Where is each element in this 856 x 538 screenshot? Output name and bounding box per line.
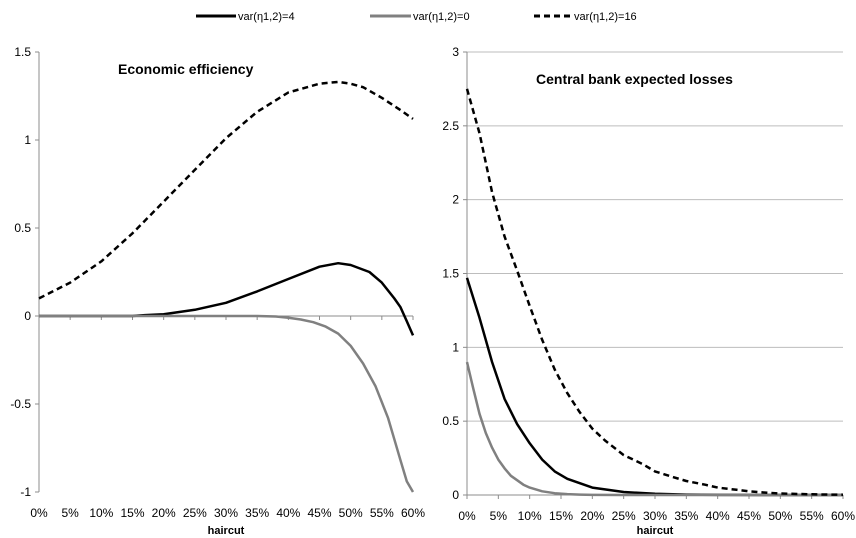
y-tick-label-1: 1 [452,340,459,354]
y-tick-label-1-5: 1.5 [14,45,31,59]
y-tick-label-3: 3 [452,45,459,59]
x-tick-label-30: 30% [643,509,667,523]
x-tick-label-50: 50% [768,509,792,523]
x-tick-label-30: 30% [214,506,238,520]
x-tick-label-40: 40% [276,506,300,520]
legend-label-1: var(η1,2)=4 [238,11,295,23]
x-tick-label-55: 55% [800,509,824,523]
x-axis-title: haircut [637,525,674,537]
x-tick-label-50: 50% [339,506,363,520]
x-tick-label-45: 45% [307,506,331,520]
x-tick-label-55: 55% [370,506,394,520]
x-tick-label-20: 20% [152,506,176,520]
y-tick-label-0-5: -0.5 [10,397,31,411]
x-tick-label-25: 25% [612,509,636,523]
y-tick-label-1-5: 1.5 [442,267,459,281]
economic-efficiency-chart: 1.5 1 0.5 0 -0.5 -1 0% 5% 10% 15% 20% 25% 30% 35% 40% 4… [10,45,425,537]
legend-label-2: var(η1,2)=0 [413,11,470,23]
x-tick-label-40: 40% [706,509,730,523]
x-tick-label-15: 15% [549,509,573,523]
legend-item-1: var(η1,2)=4 [196,11,295,23]
y-tick-label-2: 2 [452,193,459,207]
y-tick-label-1: -1 [20,485,31,499]
y-tick-label-0: 0 [24,309,31,323]
x-tick-label-35: 35% [674,509,698,523]
x-tick-label-60: 60% [831,509,855,523]
legend-label-3: var(η1,2)=16 [574,11,637,23]
x-tick-label-0: 0% [30,506,48,520]
x-tick-label-35: 35% [245,506,269,520]
central-bank-losses-chart: 3 2.5 2 1.5 1 0.5 0 0% 5% 10% 15% 20% 25% 30% 35% 40% 45… [442,45,855,537]
series-line-var-1-2-16 [38,80,414,300]
legend-item-3: var(η1,2)=16 [534,11,637,23]
series-line-var-1-2-0 [465,361,843,497]
series-line-var-1-2-4 [465,277,843,497]
x-tick-label-60: 60% [401,506,425,520]
x-tick-label-45: 45% [737,509,761,523]
y-tick-label-1: 1 [24,133,31,147]
x-tick-label-5: 5% [490,509,508,523]
series-line-var-1-2-4 [39,261,415,336]
x-tick-label-20: 20% [580,509,604,523]
series-line-var-1-2-0 [39,314,415,493]
legend: var(η1,2)=4 var(η1,2)=0 var(η1,2)=16 [196,11,637,23]
series-line-var-1-2-16 [465,88,844,496]
x-tick-label-10: 10% [518,509,542,523]
y-tick-label-0-5: 0.5 [14,221,31,235]
x-axis-title: haircut [208,525,245,537]
y-tick-label-0-5: 0.5 [442,414,459,428]
y-tick-label-0: 0 [452,488,459,502]
y-tick-label-2-5: 2.5 [442,119,459,133]
x-tick-label-15: 15% [120,506,144,520]
x-tick-label-10: 10% [89,506,113,520]
x-tick-label-5: 5% [61,506,79,520]
legend-item-2: var(η1,2)=0 [370,11,470,23]
x-tick-label-25: 25% [183,506,207,520]
x-tick-label-0: 0% [458,509,476,523]
chart-title: Central bank expected losses [536,71,733,87]
chart-title: Economic efficiency [118,61,254,77]
